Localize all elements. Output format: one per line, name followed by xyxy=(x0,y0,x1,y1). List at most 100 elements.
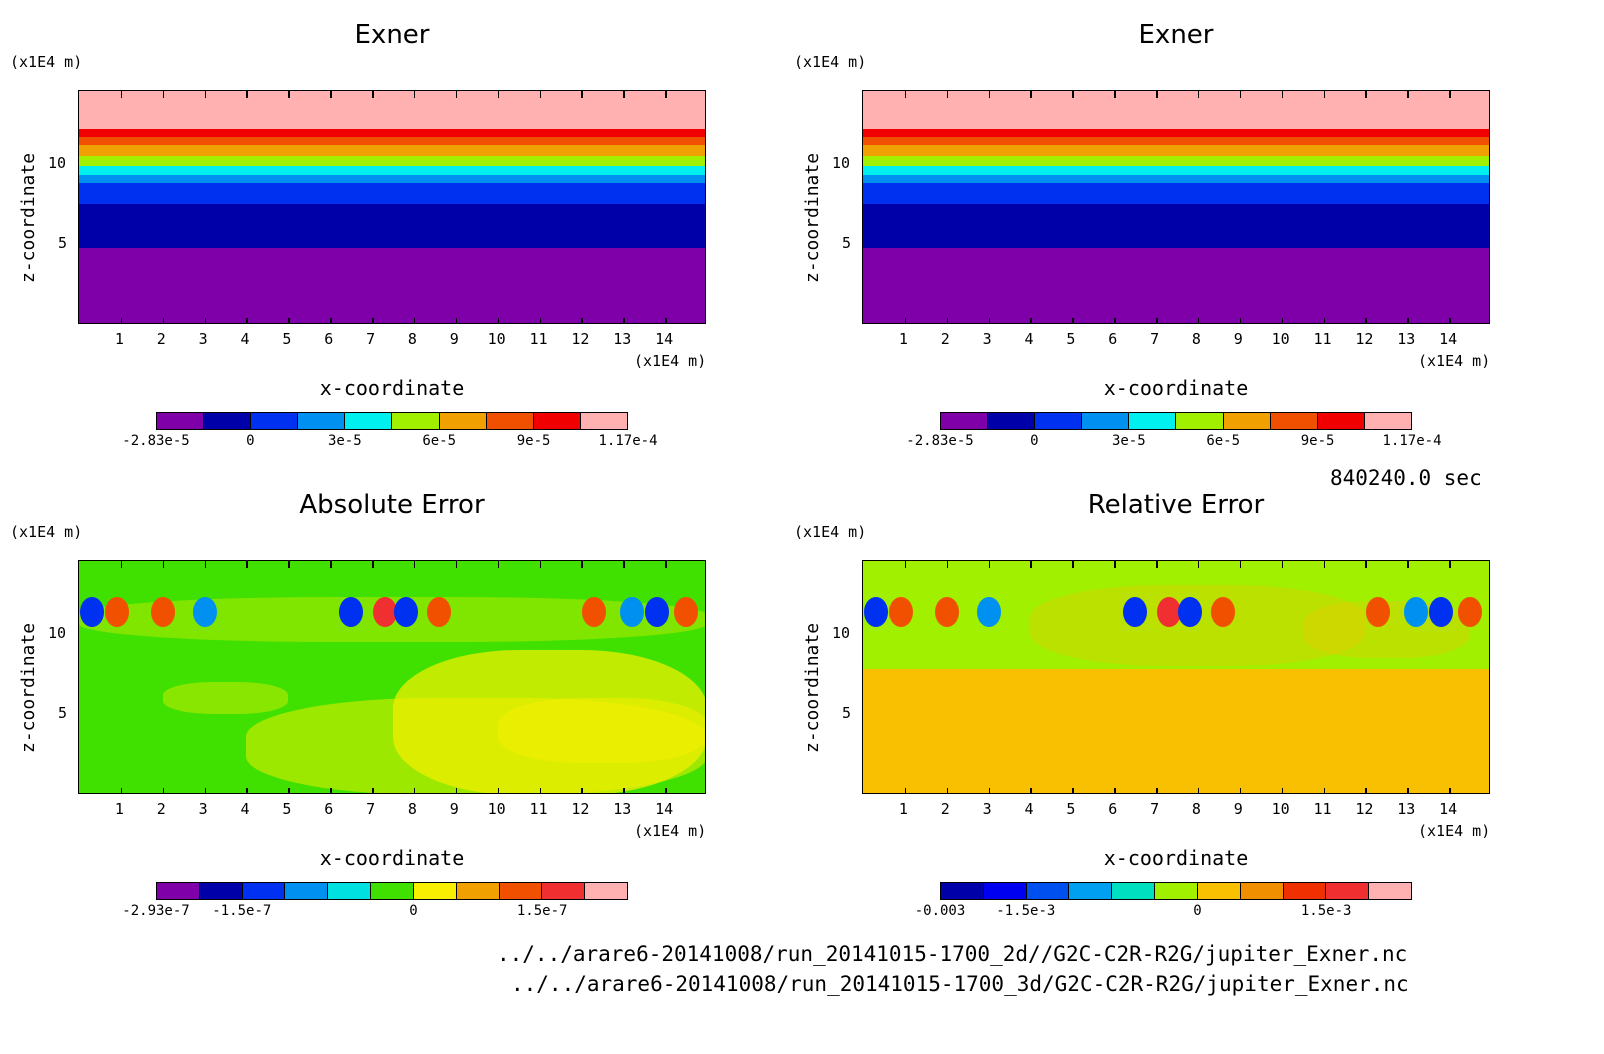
x-tick-label: 8 xyxy=(1191,330,1201,348)
plot-area xyxy=(862,90,1490,324)
x-tick-mark xyxy=(581,561,583,568)
x-tick-label: 6 xyxy=(324,330,334,348)
colorbar xyxy=(940,882,1412,900)
colorbar-swatch xyxy=(328,883,372,899)
x-tick-mark xyxy=(1114,561,1116,568)
error-feature xyxy=(863,596,888,627)
x-tick-mark xyxy=(1281,788,1284,793)
x-unit-label: (x1E4 m) xyxy=(1418,352,1491,370)
x-tick-mark xyxy=(120,788,123,793)
colorbar-swatch xyxy=(499,883,543,899)
x-tick-label: 2 xyxy=(940,330,950,348)
x-tick-mark xyxy=(330,561,332,568)
x-tick-label: 13 xyxy=(613,330,632,348)
error-region xyxy=(1030,585,1366,666)
colorbar-label: 1.5e-3 xyxy=(1300,903,1352,919)
x-tick-label: 2 xyxy=(940,800,950,818)
x-tick-label: 4 xyxy=(1024,330,1034,348)
x-tick-mark xyxy=(246,91,248,98)
colorbar-swatch xyxy=(1270,413,1318,429)
x-tick-mark xyxy=(497,91,500,98)
x-tick-label: 7 xyxy=(366,330,376,348)
y-unit-label: (x1E4 m) xyxy=(10,523,83,541)
x-tick-mark xyxy=(904,788,907,793)
x-tick-mark xyxy=(288,788,290,793)
x-tick-mark xyxy=(162,788,165,793)
x-tick-mark xyxy=(665,788,667,793)
x-tick-label: 6 xyxy=(1108,330,1118,348)
colorbar-label: 9e-5 xyxy=(516,433,551,449)
contour-band xyxy=(863,155,1489,166)
x-tick-label: 8 xyxy=(407,330,417,348)
x-tick-mark xyxy=(497,561,500,568)
colorbar-swatch xyxy=(157,413,205,429)
colorbar-swatch xyxy=(585,883,627,899)
x-tick-mark xyxy=(1030,788,1032,793)
x-tick-mark xyxy=(204,318,207,323)
error-region xyxy=(162,682,289,715)
error-feature xyxy=(1365,596,1390,627)
x-tick-mark xyxy=(1239,788,1242,793)
colorbar-swatch xyxy=(580,413,627,429)
x-tick-mark xyxy=(1323,561,1326,568)
contour-band xyxy=(863,91,1489,129)
x-tick-mark xyxy=(1449,561,1451,568)
colorbar-label: 0 xyxy=(1193,903,1202,919)
x-tick-label: 1 xyxy=(114,330,124,348)
chart-panel-2: Exner (x1E4 m) z-coordinate 1 2 3 4 5 6 7 8 9 10 11 12… xyxy=(784,0,1568,470)
y-unit-label: (x1E4 m) xyxy=(794,53,867,71)
x-tick-mark xyxy=(455,561,458,568)
contour-band xyxy=(79,155,705,166)
x-tick-mark xyxy=(1114,318,1116,323)
error-feature xyxy=(1211,596,1236,627)
x-tick-mark xyxy=(946,561,949,568)
x-tick-mark xyxy=(1197,561,1200,568)
x-tick-label: 7 xyxy=(1150,330,1160,348)
x-tick-mark xyxy=(288,91,290,98)
contour-band xyxy=(79,144,705,157)
y-tick-label: 10 xyxy=(832,153,851,172)
x-tick-label: 5 xyxy=(282,800,292,818)
x-tick-label: 1 xyxy=(898,330,908,348)
x-tick-label: 11 xyxy=(1313,800,1332,818)
colorbar-swatch xyxy=(1197,883,1241,899)
x-tick-mark xyxy=(204,788,207,793)
x-tick-mark xyxy=(1030,318,1032,323)
colorbar-label: 1.17e-4 xyxy=(598,433,658,449)
x-tick-mark xyxy=(1407,318,1409,323)
file-path-3d: ../../arare6-20141008/run_20141015-1700_… xyxy=(511,972,1409,996)
error-feature xyxy=(1156,596,1181,627)
contour-band xyxy=(79,182,705,205)
x-tick-mark xyxy=(988,91,991,98)
x-tick-mark xyxy=(904,91,907,98)
file-path-2d: ../../arare6-20141008/run_20141015-1700_… xyxy=(497,942,1408,966)
x-tick-label: 14 xyxy=(1439,800,1458,818)
x-tick-mark xyxy=(204,561,207,568)
x-unit-label: (x1E4 m) xyxy=(1418,822,1491,840)
chart-title: Exner xyxy=(354,20,430,50)
colorbar-swatch xyxy=(285,883,329,899)
colorbar-swatch xyxy=(204,413,252,429)
x-tick-label: 9 xyxy=(1233,330,1243,348)
colorbar-swatch xyxy=(1082,413,1130,429)
x-tick-label: 6 xyxy=(1108,800,1118,818)
colorbar-swatch xyxy=(456,883,500,899)
x-tick-label: 11 xyxy=(529,330,548,348)
x-tick-mark xyxy=(1449,788,1451,793)
error-feature xyxy=(674,596,699,627)
contour-band xyxy=(79,165,705,176)
y-axis-label: z-coordinate xyxy=(18,622,39,753)
colorbar-swatch xyxy=(298,413,346,429)
colorbar-label: 1.5e-7 xyxy=(516,903,568,919)
colorbar-swatch xyxy=(1155,883,1198,899)
x-tick-label: 10 xyxy=(487,330,506,348)
x-tick-mark xyxy=(904,561,907,568)
x-tick-mark xyxy=(1407,561,1409,568)
y-tick-label: 5 xyxy=(842,704,852,723)
x-tick-mark xyxy=(455,788,458,793)
x-tick-label: 5 xyxy=(1066,800,1076,818)
x-tick-mark xyxy=(413,91,416,98)
x-tick-mark xyxy=(120,561,123,568)
x-tick-label: 4 xyxy=(1024,800,1034,818)
error-feature xyxy=(104,596,129,627)
